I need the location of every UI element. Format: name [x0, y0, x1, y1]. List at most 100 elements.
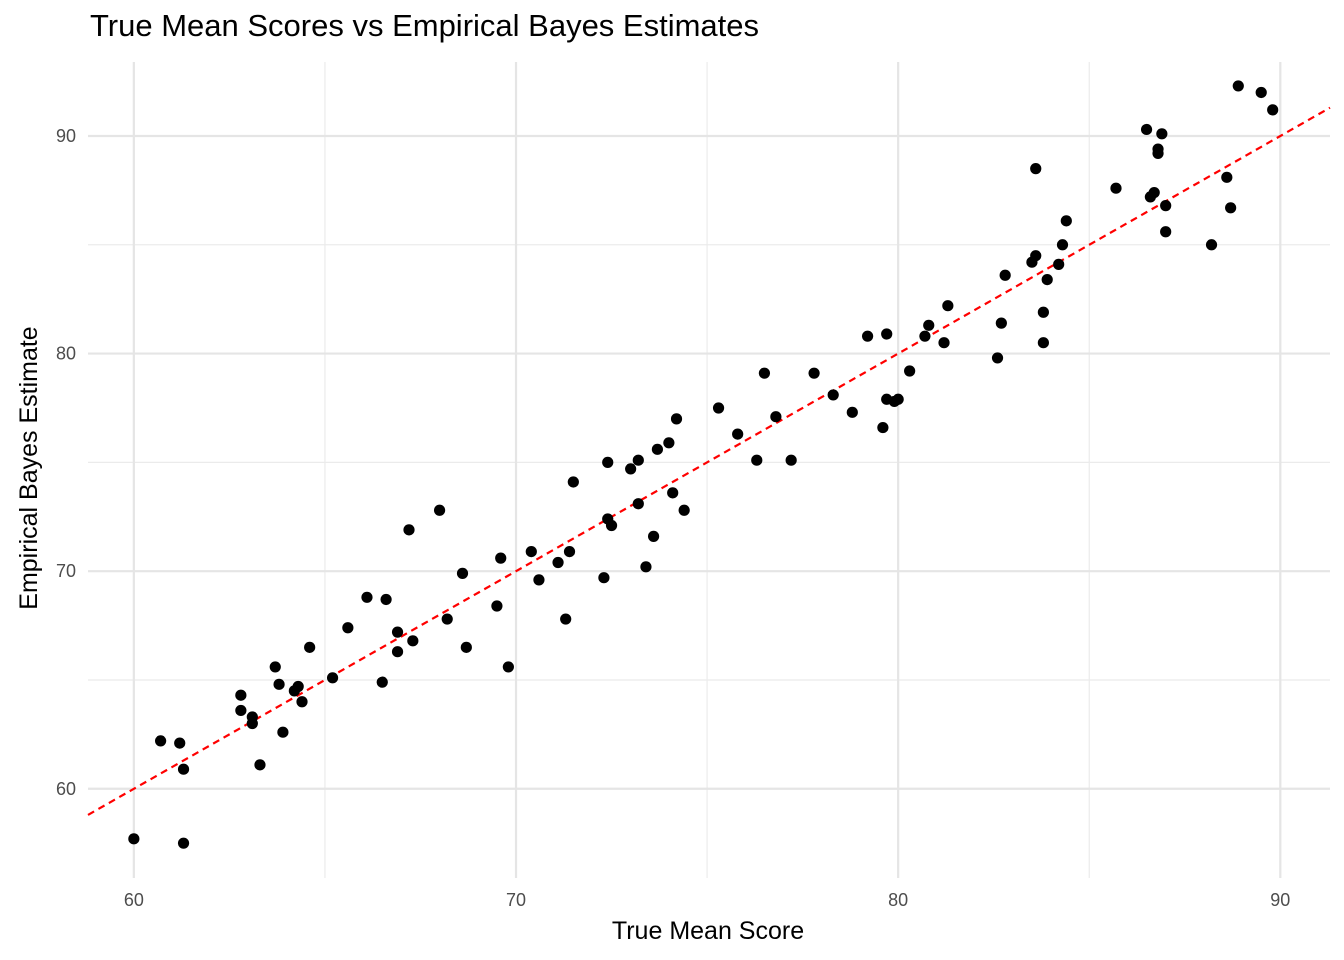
x-tick-label: 90	[1270, 890, 1290, 910]
data-point	[904, 365, 916, 377]
data-point	[1041, 274, 1053, 286]
data-point	[632, 498, 644, 510]
major-gridlines	[88, 62, 1330, 878]
data-point	[1232, 80, 1244, 92]
data-point	[292, 680, 304, 693]
data-point	[991, 352, 1004, 364]
y-axis-title: Empirical Bayes Estimate	[15, 326, 43, 609]
x-axis-title: True Mean Score	[612, 917, 804, 945]
data-point	[785, 454, 797, 466]
data-point	[460, 641, 472, 653]
data-point	[1152, 147, 1164, 159]
data-point	[758, 367, 771, 379]
data-point	[456, 567, 469, 579]
data-point	[552, 556, 564, 569]
data-point	[881, 328, 893, 340]
data-point	[491, 600, 503, 612]
data-point	[1056, 239, 1069, 251]
data-point	[1037, 337, 1049, 349]
data-point	[433, 504, 446, 516]
reference-line-group	[87, 106, 1331, 816]
minor-gridlines	[88, 62, 1330, 878]
data-point	[640, 561, 652, 573]
x-tick-label: 70	[506, 890, 526, 910]
data-point	[651, 443, 664, 455]
data-point	[598, 572, 610, 584]
data-point	[391, 626, 404, 638]
data-point	[712, 402, 725, 414]
data-point	[441, 613, 453, 625]
data-point	[269, 661, 281, 673]
data-point	[273, 678, 285, 690]
data-point	[177, 837, 190, 849]
data-point	[403, 524, 415, 536]
data-point	[296, 696, 308, 708]
y-tick-label: 60	[56, 779, 76, 799]
data-point	[1030, 250, 1042, 262]
data-point	[304, 641, 316, 653]
data-point	[861, 330, 874, 342]
data-point	[808, 367, 820, 379]
data-point	[602, 456, 614, 468]
data-point	[525, 546, 537, 558]
data-point	[995, 317, 1007, 329]
data-point	[1205, 239, 1218, 251]
data-point	[1255, 86, 1267, 99]
data-point	[177, 763, 190, 775]
data-point	[174, 737, 186, 749]
data-point	[919, 330, 931, 342]
data-point	[827, 389, 839, 401]
data-point	[751, 454, 763, 466]
y-tick-labels: 60 70 80 90	[56, 126, 76, 799]
data-point	[770, 411, 782, 423]
data-point	[277, 726, 289, 738]
reference-line	[87, 106, 1331, 816]
data-point	[361, 591, 373, 603]
data-point	[1267, 104, 1279, 116]
data-point	[533, 574, 545, 586]
data-point	[376, 676, 388, 688]
data-point	[1053, 258, 1065, 270]
data-point	[254, 759, 266, 771]
data-point	[502, 661, 514, 673]
data-point	[342, 622, 354, 634]
data-point	[647, 530, 660, 542]
data-point	[1160, 226, 1172, 238]
data-points	[128, 80, 1279, 849]
y-tick-label: 80	[56, 344, 76, 364]
data-point	[1030, 163, 1042, 175]
data-point	[1060, 215, 1072, 227]
data-point	[1148, 186, 1160, 199]
x-tick-labels: 60 70 80 90	[124, 890, 1290, 910]
data-point	[567, 476, 579, 488]
data-point	[678, 504, 690, 516]
data-point	[670, 413, 683, 425]
data-point	[1156, 128, 1168, 140]
data-point	[892, 393, 904, 405]
chart-title: True Mean Scores vs Empirical Bayes Esti…	[90, 8, 760, 43]
data-point	[846, 406, 858, 418]
data-point	[155, 735, 167, 747]
x-tick-label: 80	[888, 890, 908, 910]
y-tick-label: 70	[56, 561, 76, 581]
data-point	[667, 487, 679, 499]
data-point	[246, 717, 258, 730]
data-point	[391, 646, 404, 658]
data-point	[923, 319, 935, 331]
y-tick-label: 90	[56, 126, 76, 146]
data-point	[605, 519, 618, 532]
data-point	[1110, 182, 1122, 194]
data-point	[235, 689, 247, 701]
data-point	[632, 454, 644, 466]
data-point	[495, 552, 507, 564]
data-point	[563, 546, 576, 558]
data-point	[1037, 306, 1049, 318]
data-point	[380, 593, 392, 606]
data-point	[560, 613, 572, 625]
data-point	[732, 428, 744, 440]
data-point	[625, 463, 637, 475]
data-point	[1221, 171, 1233, 183]
data-point	[128, 833, 140, 845]
data-point	[407, 635, 419, 647]
